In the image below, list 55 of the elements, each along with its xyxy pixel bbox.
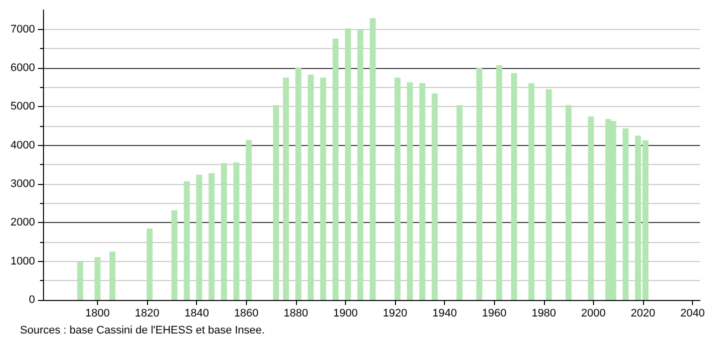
x-tick-label: 1800 xyxy=(85,308,110,320)
bar xyxy=(394,78,401,300)
y-tick-label: 5000 xyxy=(10,100,35,113)
x-tick-label: 2000 xyxy=(581,308,606,320)
y-tick-label: 0 xyxy=(28,294,35,306)
bar xyxy=(496,65,502,300)
bar xyxy=(295,68,302,300)
bar xyxy=(588,116,594,300)
bar xyxy=(171,210,178,300)
y-tick-label: 6000 xyxy=(10,62,35,74)
y-tick-label: 1000 xyxy=(10,255,35,268)
bar xyxy=(273,105,280,300)
bar xyxy=(320,78,326,300)
x-tick-label: 2020 xyxy=(630,308,656,320)
bar xyxy=(332,38,339,300)
x-tick-label: 1940 xyxy=(432,308,457,320)
bar xyxy=(208,173,215,300)
bar xyxy=(406,82,413,300)
bar xyxy=(282,78,289,300)
bar xyxy=(511,73,518,300)
bar xyxy=(546,89,552,300)
bar xyxy=(308,74,314,300)
bar xyxy=(246,140,252,300)
x-tick-label: 2040 xyxy=(680,308,705,320)
bar xyxy=(357,29,364,300)
bar xyxy=(370,18,376,300)
bar xyxy=(622,128,629,300)
bar xyxy=(432,94,438,300)
bar xyxy=(77,262,84,300)
x-tick-label: 1840 xyxy=(184,308,209,320)
bar xyxy=(146,228,153,300)
bar xyxy=(109,252,116,300)
bar xyxy=(344,28,351,300)
y-tick-label: 4000 xyxy=(10,139,35,152)
bar xyxy=(184,181,190,300)
source-note: Sources : base Cassini de l'EHESS et base Insee. xyxy=(20,324,265,336)
x-tick-label: 1920 xyxy=(382,308,408,320)
x-tick-label: 1960 xyxy=(482,308,506,320)
bar xyxy=(476,68,482,300)
bar xyxy=(220,163,227,300)
bar xyxy=(566,105,572,300)
x-tick-label: 1900 xyxy=(333,308,358,320)
y-tick-label: 3000 xyxy=(10,178,35,190)
bar xyxy=(528,83,534,300)
x-tick-label: 1880 xyxy=(284,308,308,320)
x-tick-label: 1980 xyxy=(532,308,556,320)
bar xyxy=(233,162,240,300)
bar xyxy=(419,83,426,300)
x-tick-label: 1860 xyxy=(234,308,259,320)
bar xyxy=(94,257,101,300)
x-tick-label: 1820 xyxy=(134,308,160,320)
bar xyxy=(196,174,202,300)
bar xyxy=(456,105,463,300)
y-tick-label: 7000 xyxy=(10,23,35,36)
y-tick-label: 2000 xyxy=(10,216,35,229)
